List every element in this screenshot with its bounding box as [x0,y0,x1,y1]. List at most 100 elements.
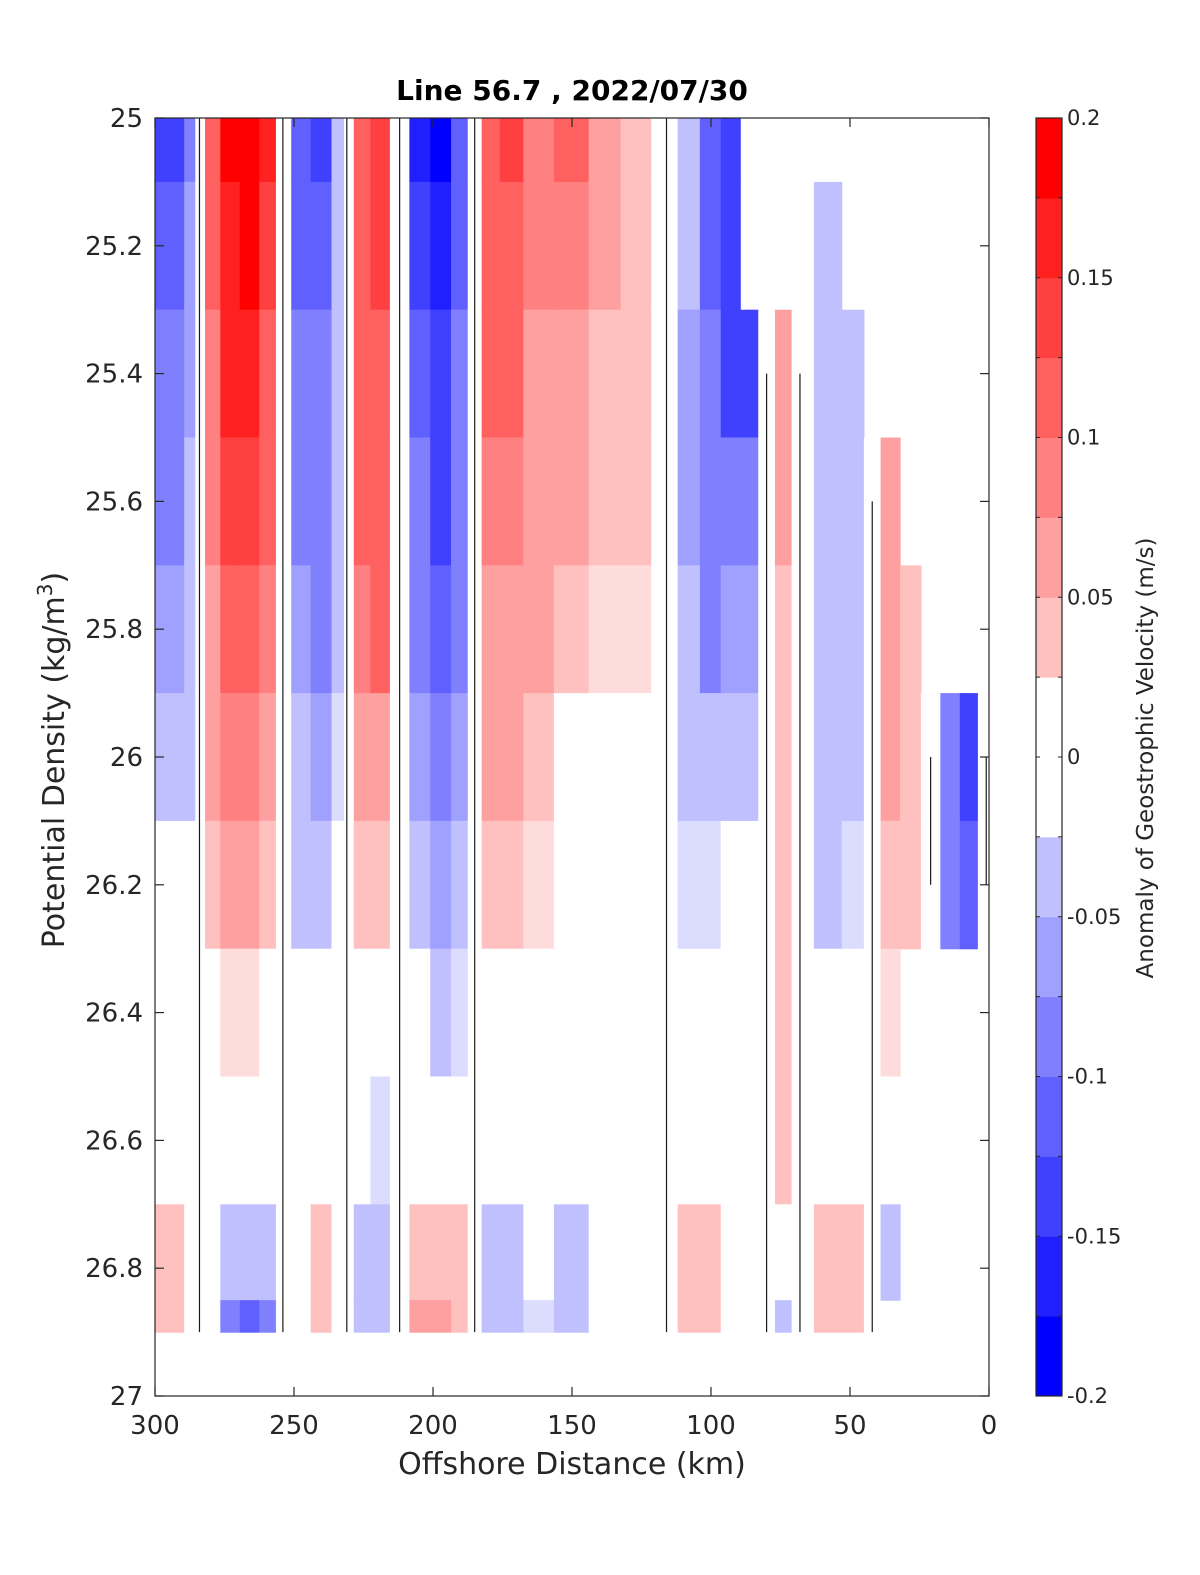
contour-cell [166,820,185,950]
contour-cell [310,437,333,566]
contour-cell [331,437,345,566]
contour-cell [880,565,901,694]
contour-cell [813,1300,843,1333]
contour-cell [239,565,260,694]
contour-cell [239,118,260,183]
contour-cell [291,820,312,950]
colorbar-segment [1036,1316,1062,1397]
contour-cell [481,437,501,566]
contour-cell [553,693,590,822]
contour-cell [205,309,221,439]
colorbar-segment [1036,1076,1062,1157]
contour-cell [553,1300,590,1333]
contour-cell [166,118,185,183]
contour-cell [310,693,333,822]
contour-cell [699,181,722,311]
contour-cell [553,1076,590,1205]
contour-cell [353,1204,372,1301]
contour-cell [651,820,679,950]
contour-cell [791,1204,815,1301]
contour-cell [699,1076,722,1205]
contour-cell [370,1076,391,1205]
contour-cell [499,437,524,566]
contour-cell [523,820,555,950]
contour-cell [451,820,469,950]
y-tick-label: 25.8 [85,615,143,645]
contour-cell [651,1300,679,1333]
contour-cell [813,820,843,950]
contour-cell [588,181,622,311]
colorbar-tick-label: 0.2 [1067,106,1100,130]
contour-cell [184,1076,196,1205]
contour-cell [184,181,196,311]
contour-cell [409,309,431,439]
contour-cell [370,820,391,950]
colorbar-segment [1036,437,1062,518]
contour-cell [699,118,722,183]
contour-cell [959,693,979,822]
contour-cell [523,1076,555,1205]
contour-cell [344,693,355,822]
contour-cell [353,181,372,311]
y-axis: 25 25.2 25.4 25.6 25.8 26 26.2 26.4 26.6 26.8 27 [85,104,989,1412]
contour-cell [651,1076,679,1205]
y-tick-label: 26.2 [85,871,143,901]
contour-cell [588,1076,622,1205]
contour-cell [813,181,843,311]
contour-cell [310,309,333,439]
contour-cell [499,693,524,822]
contour-cell [620,693,652,822]
contour-cell [220,118,241,183]
contour-cell [588,948,622,1078]
contour-cell [310,820,333,950]
contour-cell [677,1204,701,1301]
contour-cell [344,1076,355,1205]
colorbar-tick-label: -0.05 [1067,905,1121,929]
contour-cell [409,693,431,822]
contour-cell [677,118,701,183]
contour-cell [220,948,241,1078]
contour-cell [720,1204,741,1301]
contour-cell [239,1300,260,1333]
contour-cell [259,1300,277,1333]
contour-cell [184,1204,196,1301]
contour-cell [677,820,701,950]
contour-cell [370,437,391,566]
contour-cell [370,693,391,822]
contour-cell [620,437,652,566]
contour-cell [841,1204,865,1301]
contour-cell [523,181,555,311]
contour-cell [481,948,501,1078]
contour-cell [239,948,260,1078]
contour-cell [651,181,679,311]
contour-cell [699,948,722,1078]
contour-cell [451,948,469,1078]
contour-cell [699,309,722,439]
contour-cell [620,1204,652,1301]
y-axis-label-main: Potential Density (kg/m [37,596,72,948]
contour-cell [220,437,241,566]
contour-cell [310,948,333,1078]
y-tick-label: 27 [110,1382,143,1412]
contour-cell [409,1300,431,1333]
contour-cell [344,181,355,311]
contour-cell [791,693,815,822]
contour-cell [620,565,652,694]
contour-cell [699,565,722,694]
contour-cell [195,1204,206,1301]
contour-cell [740,1300,759,1333]
contour-cell [259,693,277,822]
colorbar-tick-label: 0.05 [1067,585,1114,609]
contour-cell [430,565,452,694]
contour-cell [353,1300,372,1333]
contour-cell [310,1300,333,1333]
contour-cell [344,437,355,566]
contour-cell [259,118,277,183]
contour-cell [275,1204,292,1301]
contour-cell [677,948,701,1078]
contour-cell [813,1076,843,1205]
contour-cell [720,820,741,950]
contour-cell [620,118,652,183]
contour-cell [430,118,452,183]
contour-cell [291,693,312,822]
